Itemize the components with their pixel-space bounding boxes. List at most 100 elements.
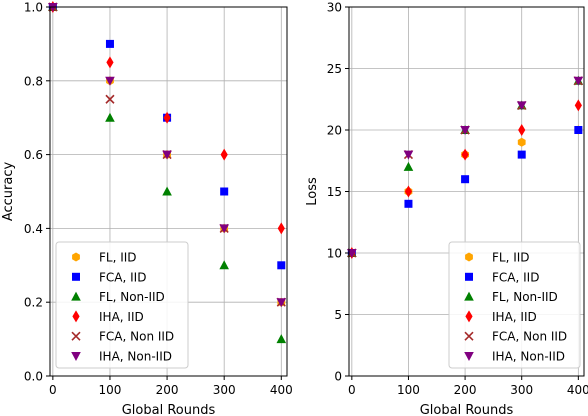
legend-box <box>55 241 189 369</box>
legend-entry: IHA, IID <box>72 310 144 324</box>
legend-label: IHA, IID <box>492 310 537 324</box>
legend: FL, IID FCA, IID FL, Non-IID IHA, IID FCA, N… <box>55 241 189 369</box>
data-point <box>276 334 287 344</box>
y-tick-label: 0.8 <box>24 74 43 88</box>
data-point <box>460 126 470 135</box>
legend-marker <box>72 252 80 262</box>
legend-marker <box>71 352 81 361</box>
data-point <box>516 101 527 111</box>
y-tick-label: 0.4 <box>24 222 43 236</box>
x-tick-label: 200 <box>454 383 477 397</box>
axes-frame <box>49 6 288 377</box>
legend-label: FCA, Non IID <box>99 330 174 344</box>
legend-entry: IHA, Non-IID <box>71 350 172 364</box>
legend-entry: FCA, IID <box>465 270 539 284</box>
data-point <box>162 150 172 160</box>
legend-entry: FCA, Non IID <box>71 330 174 344</box>
chart-panel-1: 0 100 200 300 400 0.0 0.2 0.4 0.6 0.8 1.0 Global Ro… <box>1 1 293 416</box>
legend-marker <box>464 352 474 361</box>
legend-entry: FL, Non-IID <box>464 290 558 304</box>
x-tick-label: 400 <box>567 383 588 397</box>
data-point <box>517 150 526 159</box>
legend-label: FCA, Non IID <box>492 330 567 344</box>
legend-label: FCA, IID <box>492 270 539 284</box>
legend-marker <box>71 331 81 341</box>
y-tick-label: 30 <box>327 1 342 15</box>
data-point <box>105 112 115 122</box>
data-point <box>574 99 582 112</box>
data-point <box>518 124 526 136</box>
legend-label: FL, Non-IID <box>492 290 558 304</box>
y-axis-label: Accuracy <box>1 162 16 222</box>
data-point <box>277 222 285 235</box>
legend-label: FL, IID <box>99 251 137 265</box>
data-point <box>219 224 229 234</box>
legend-box <box>448 241 581 369</box>
data-point <box>220 187 229 196</box>
legend-entry: FCA, IID <box>72 270 146 284</box>
legend-label: IHA, Non-IID <box>492 350 565 364</box>
x-tick-label: 300 <box>213 383 236 397</box>
legend-label: FL, IID <box>492 251 530 265</box>
legend-marker <box>465 310 473 323</box>
legend-marker <box>464 331 474 341</box>
y-tick-label: 20 <box>327 124 342 138</box>
data-point <box>403 161 414 171</box>
y-tick-label: 0 <box>334 370 342 384</box>
data-point <box>573 76 584 86</box>
y-tick-label: 0.0 <box>24 370 43 384</box>
legend-entry: FCA, Non IID <box>464 330 567 344</box>
legend-marker <box>465 252 473 262</box>
legend-label: FL, Non-IID <box>99 290 165 304</box>
legend: FL, IID FCA, IID FL, Non-IID IHA, IID FCA, N… <box>448 241 581 369</box>
data-point <box>219 260 229 270</box>
data-point <box>105 39 114 48</box>
x-tick-label: 400 <box>270 383 293 397</box>
data-point <box>461 148 469 161</box>
data-point <box>162 186 172 196</box>
data-point <box>461 175 470 184</box>
legend-marker <box>72 310 80 323</box>
x-axis-label: Global Rounds <box>420 403 514 416</box>
y-tick-label: 5 <box>334 308 342 322</box>
x-tick-label: 200 <box>156 383 179 397</box>
data-point <box>403 150 414 160</box>
data-point <box>404 199 413 208</box>
x-tick-label: 100 <box>99 383 122 397</box>
data-point <box>220 148 228 161</box>
legend-entry: FL, IID <box>465 251 530 265</box>
legend-marker <box>72 272 80 281</box>
legend-entry: FL, IID <box>72 251 137 265</box>
data-point <box>404 185 413 198</box>
chart-panel-2: 0 100 200 300 400 0 5 10 15 20 25 30 Global Rounds Lo… <box>305 1 588 416</box>
data-point <box>105 76 115 86</box>
legend-entry: IHA, Non-IID <box>464 350 565 364</box>
x-axis-label: Global Rounds <box>122 403 216 416</box>
legend-label: FCA, IID <box>99 270 146 284</box>
x-tick-label: 0 <box>348 383 356 397</box>
x-tick-label: 300 <box>510 383 533 397</box>
y-tick-label: 10 <box>327 247 342 261</box>
data-point <box>517 137 526 147</box>
x-tick-label: 0 <box>49 383 57 397</box>
legend-marker <box>465 272 473 281</box>
y-tick-label: 15 <box>327 185 342 199</box>
y-tick-label: 25 <box>327 62 342 76</box>
data-point <box>105 94 115 104</box>
x-tick-label: 100 <box>397 383 420 397</box>
legend-entry: FL, Non-IID <box>71 290 165 304</box>
data-point <box>277 261 286 270</box>
data-point <box>106 56 114 69</box>
legend-marker <box>71 291 81 301</box>
legend-entry: IHA, IID <box>465 310 537 324</box>
legend-label: IHA, IID <box>99 310 144 324</box>
legend-label: IHA, Non-IID <box>99 350 172 364</box>
y-tick-label: 1.0 <box>24 1 43 15</box>
data-point <box>276 298 287 308</box>
data-point <box>163 111 171 124</box>
y-axis-label: Loss <box>305 177 320 206</box>
y-tick-label: 0.6 <box>24 148 43 162</box>
legend-marker <box>464 291 474 301</box>
y-tick-label: 0.2 <box>24 296 43 310</box>
